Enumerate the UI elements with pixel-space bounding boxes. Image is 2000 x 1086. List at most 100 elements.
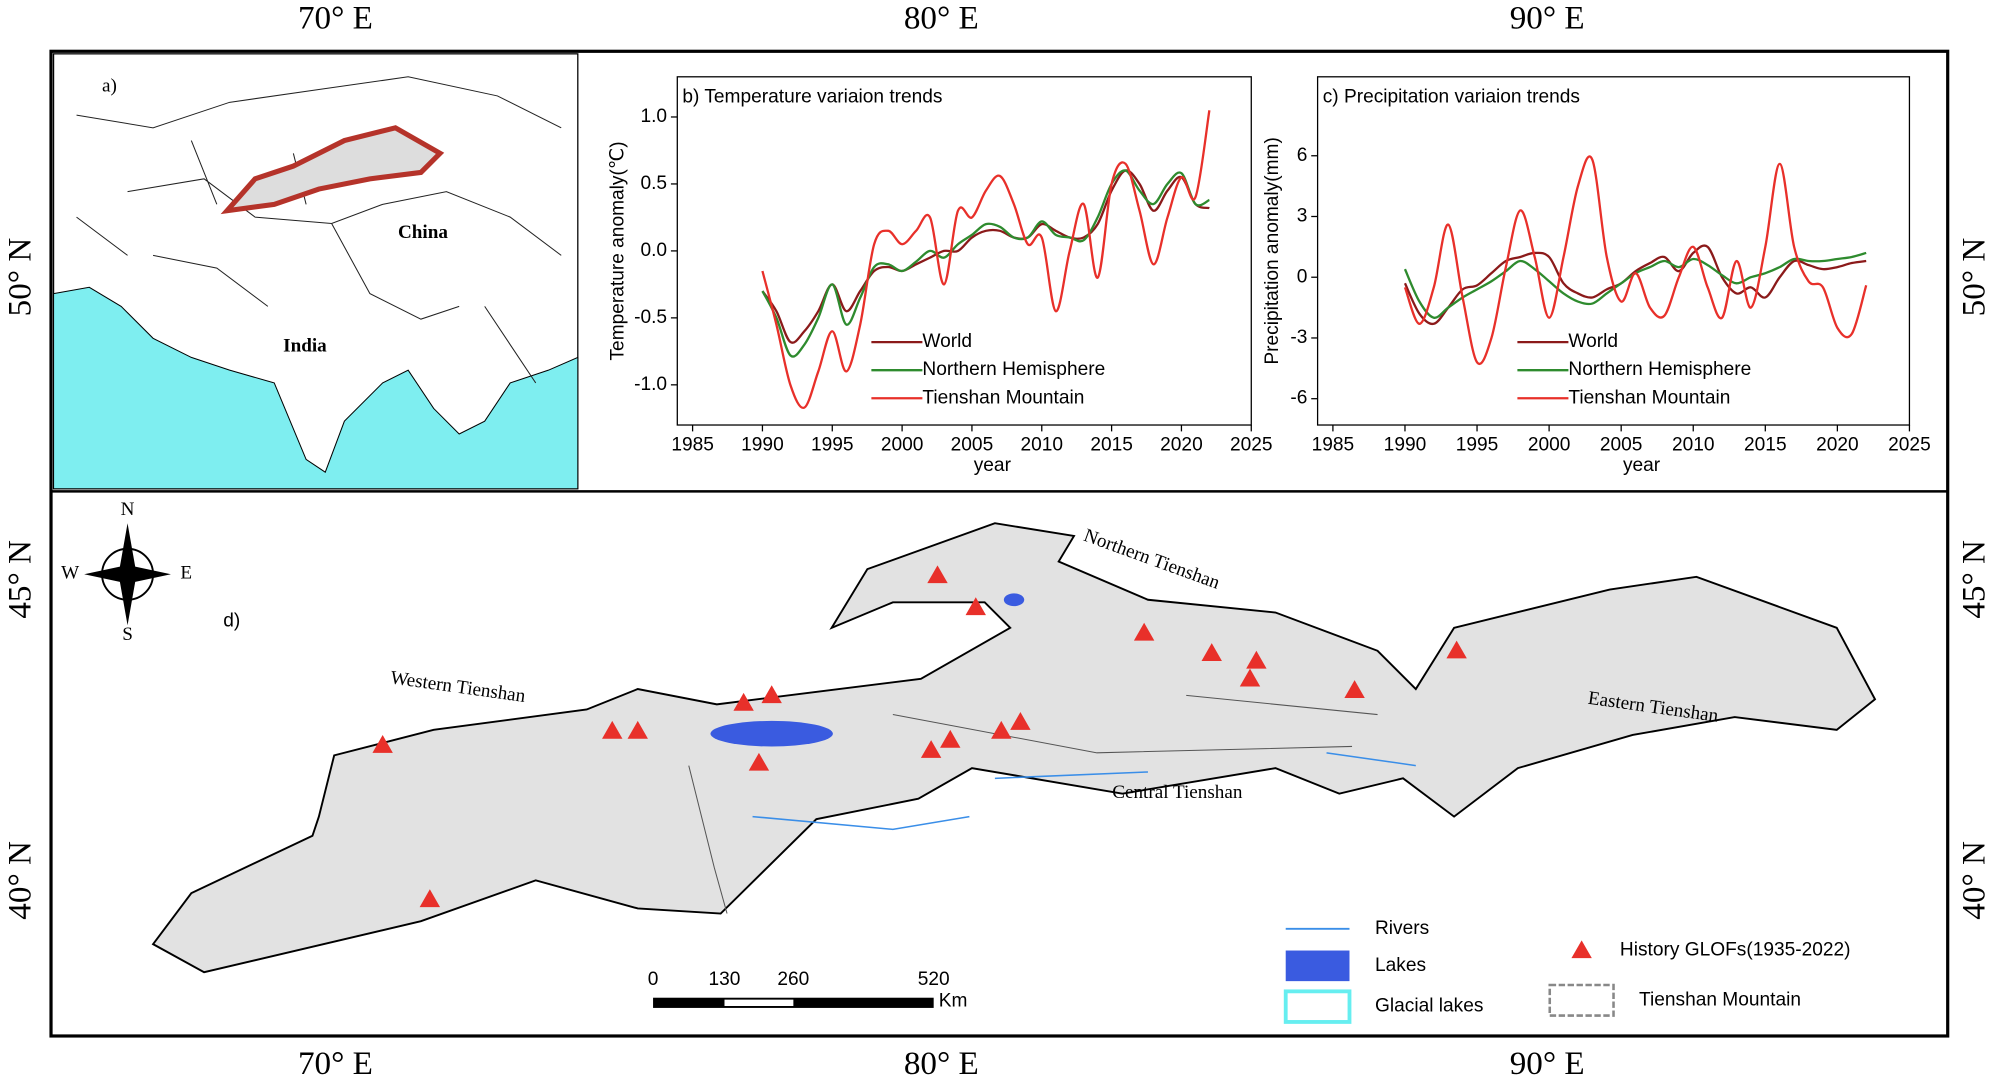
y-tick-label: 0.0 bbox=[640, 240, 667, 261]
scale-segment bbox=[724, 999, 794, 1007]
x-tick-label: 2010 bbox=[1020, 434, 1063, 455]
scale-unit: Km bbox=[939, 991, 968, 1012]
x-tick-label: 2000 bbox=[881, 434, 924, 455]
plot-frame bbox=[1316, 76, 1911, 426]
y-axis-label: Precipitation anomaly(mm) bbox=[1262, 137, 1283, 364]
region-label: Western Tienshan bbox=[389, 667, 527, 707]
ocean bbox=[53, 286, 579, 490]
legend-swatch bbox=[1548, 983, 1615, 1017]
series-line bbox=[761, 169, 1210, 344]
tienshan-relief bbox=[151, 522, 1877, 974]
legend-label: Northern Hemisphere bbox=[922, 359, 1105, 380]
lon-label: 80° E bbox=[904, 1045, 979, 1082]
x-tick-label: 1985 bbox=[1312, 434, 1355, 455]
lat-label: 40° N bbox=[1956, 841, 1993, 920]
tienshan-extent bbox=[220, 125, 445, 215]
panel-label: d) bbox=[223, 610, 240, 631]
x-tick-label: 1985 bbox=[671, 434, 714, 455]
legend-label: Lakes bbox=[1375, 955, 1426, 976]
region-boundaries bbox=[688, 694, 1378, 914]
x-tick-label: 2015 bbox=[1744, 434, 1787, 455]
legend-label: History GLOFs(1935-2022) bbox=[1620, 940, 1851, 961]
legend-label: Tienshan Mountain bbox=[922, 387, 1084, 408]
x-axis-label: year bbox=[974, 455, 1012, 476]
frame bbox=[49, 49, 1950, 1038]
compass-label: N bbox=[121, 499, 135, 520]
y-tick-label: 0 bbox=[1297, 266, 1308, 287]
x-tick-label: 2015 bbox=[1090, 434, 1133, 455]
compass-star bbox=[84, 523, 171, 626]
legend-label: World bbox=[1568, 331, 1618, 352]
y-tick-label: -3 bbox=[1290, 327, 1307, 348]
lon-label: 90° E bbox=[1510, 1045, 1585, 1082]
x-tick-label: 2005 bbox=[951, 434, 994, 455]
legend-swatch bbox=[1285, 950, 1350, 982]
chart-title: b) Temperature variaion trends bbox=[682, 86, 942, 107]
series-line bbox=[1403, 155, 1868, 365]
compass-label: S bbox=[122, 624, 133, 645]
compass-ring bbox=[101, 547, 155, 601]
x-tick-label: 2025 bbox=[1230, 434, 1273, 455]
lat-label: 45° N bbox=[1956, 540, 1993, 619]
y-tick-label: 1.0 bbox=[640, 106, 667, 127]
lat-label: 50° N bbox=[2, 238, 39, 317]
x-tick-label: 2020 bbox=[1160, 434, 1203, 455]
scale-label: 260 bbox=[777, 969, 809, 990]
lake bbox=[1003, 593, 1025, 607]
x-tick-label: 2000 bbox=[1528, 434, 1571, 455]
y-axis-label: Temperature anomaly(℃) bbox=[608, 141, 629, 360]
x-tick-label: 2025 bbox=[1888, 434, 1931, 455]
lon-label: 90° E bbox=[1510, 0, 1585, 36]
legend-label: Northern Hemisphere bbox=[1568, 359, 1751, 380]
legend-swatch bbox=[1571, 940, 1592, 959]
compass-label: W bbox=[61, 563, 80, 584]
x-axis-label: year bbox=[1623, 455, 1661, 476]
lat-label: 50° N bbox=[1956, 238, 1993, 317]
x-tick-label: 2010 bbox=[1672, 434, 1715, 455]
series-line bbox=[1403, 244, 1867, 326]
lake bbox=[710, 720, 833, 747]
y-tick-label: 6 bbox=[1297, 145, 1308, 166]
y-tick-label: 0.5 bbox=[640, 173, 667, 194]
y-tick-label: -1.0 bbox=[634, 374, 667, 395]
x-tick-label: 1995 bbox=[811, 434, 854, 455]
scale-label: 130 bbox=[709, 969, 741, 990]
inset-map: a) China India bbox=[52, 53, 579, 490]
compass: N S W E bbox=[61, 499, 192, 645]
chart-title: c) Precipitation variaion trends bbox=[1323, 86, 1580, 107]
country-label: China bbox=[398, 222, 448, 243]
legend-label: Rivers bbox=[1375, 918, 1429, 939]
y-tick-label: -0.5 bbox=[634, 307, 667, 328]
x-tick-label: 1990 bbox=[1384, 434, 1427, 455]
legend-label: Tienshan Mountain bbox=[1639, 989, 1801, 1010]
y-tick-label: 3 bbox=[1297, 206, 1308, 227]
scale-label: 520 bbox=[918, 969, 950, 990]
legend-swatch bbox=[1283, 989, 1352, 1024]
scale-label: 0 bbox=[648, 969, 659, 990]
series-line bbox=[761, 169, 1210, 358]
y-tick-label: -6 bbox=[1290, 388, 1307, 409]
x-tick-label: 1990 bbox=[741, 434, 784, 455]
legend-label: Glacial lakes bbox=[1375, 996, 1483, 1017]
series-line bbox=[761, 110, 1211, 409]
country-label: India bbox=[283, 336, 327, 357]
legend-label: Tienshan Mountain bbox=[1568, 387, 1730, 408]
lon-label: 80° E bbox=[904, 0, 979, 36]
lon-label: 70° E bbox=[298, 1045, 373, 1082]
legend-label: World bbox=[922, 331, 972, 352]
x-tick-label: 2005 bbox=[1600, 434, 1643, 455]
map-legend: Rivers Lakes Glacial lakes History GLOFs… bbox=[1283, 918, 1851, 1024]
lat-label: 45° N bbox=[2, 540, 39, 619]
lat-label: 40° N bbox=[2, 841, 39, 920]
x-tick-label: 2020 bbox=[1816, 434, 1859, 455]
x-tick-label: 1995 bbox=[1456, 434, 1499, 455]
borders bbox=[76, 76, 562, 384]
region-label: Central Tienshan bbox=[1112, 782, 1243, 803]
lon-label: 70° E bbox=[298, 0, 373, 36]
rivers bbox=[752, 752, 1416, 831]
panel-label: a) bbox=[102, 75, 117, 96]
compass-label: E bbox=[180, 563, 192, 584]
main-map: N S W E d) Western Tienshan Northern Tie… bbox=[61, 499, 1877, 1024]
